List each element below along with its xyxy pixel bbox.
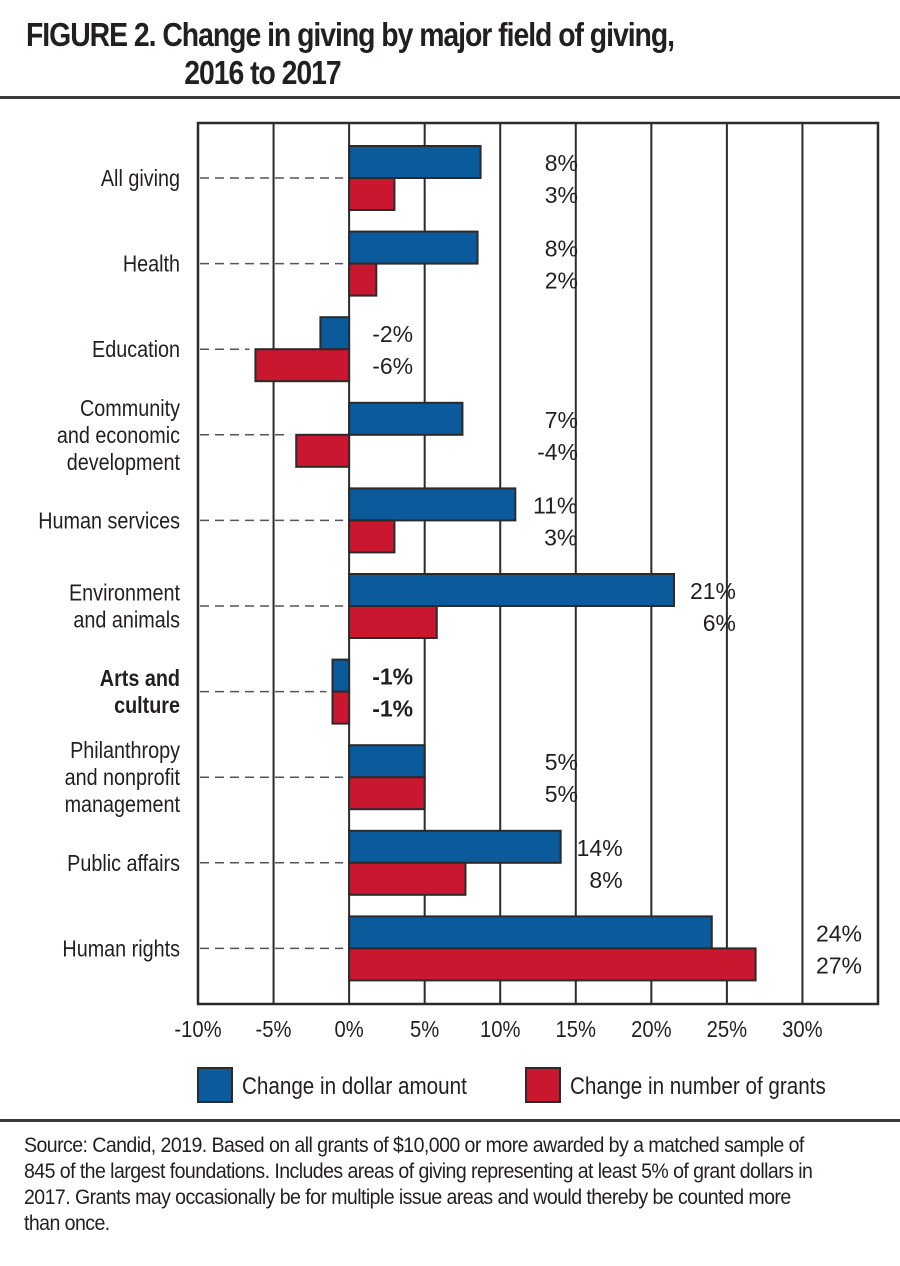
data-label-dollar-amount: -2%	[372, 321, 413, 347]
legend-label-dollar-amount: Change in dollar amount	[242, 1073, 468, 1100]
data-label-dollar-amount: 7%	[545, 407, 578, 433]
data-label-dollar-amount: 11%	[533, 492, 577, 518]
bar-number-of-grants	[331, 690, 351, 725]
data-label-number-of-grants: 27%	[816, 952, 862, 978]
category-label: development	[67, 449, 180, 475]
bar-dollar-amount	[348, 573, 675, 607]
bar-dollar-amount	[348, 744, 426, 779]
bar-number-of-grants	[348, 262, 378, 297]
data-label-number-of-grants: 3%	[545, 182, 578, 208]
x-tick-label: 10%	[480, 1016, 521, 1043]
category-label: Public affairs	[67, 850, 180, 876]
bar-number-of-grants	[348, 177, 396, 211]
category-label: and economic	[57, 422, 180, 448]
data-label-number-of-grants: -1%	[372, 696, 413, 722]
chart-title-line2: 2016 to 2017	[184, 54, 341, 91]
category-label: management	[65, 792, 180, 818]
x-tick-label: 15%	[556, 1016, 597, 1043]
category-label: Education	[92, 337, 180, 363]
category-label: Environment	[69, 580, 180, 606]
data-label-dollar-amount: 8%	[545, 150, 578, 176]
chart-title-line1: FIGURE 2. Change in giving by major fiel…	[26, 16, 675, 53]
category-label: Arts and	[100, 666, 180, 692]
data-label-dollar-amount: 21%	[690, 578, 736, 604]
data-label-dollar-amount: 24%	[816, 920, 862, 946]
x-tick-label: 30%	[782, 1016, 823, 1043]
data-label-number-of-grants: 5%	[545, 781, 578, 807]
x-tick-label: 5%	[410, 1016, 439, 1043]
x-tick-label: -10%	[174, 1016, 221, 1043]
chart-title: FIGURE 2. Change in giving by major fiel…	[26, 16, 675, 92]
bar-dollar-amount	[348, 487, 517, 522]
legend-swatch-number-of-grants	[525, 1067, 561, 1103]
data-label-number-of-grants: 3%	[544, 524, 577, 550]
bar-number-of-grants	[348, 519, 396, 554]
category-label: Human rights	[62, 936, 180, 962]
data-label-dollar-amount: 5%	[545, 749, 578, 775]
plot-frame	[196, 121, 880, 1006]
data-label-number-of-grants: -4%	[537, 439, 578, 465]
category-label: and nonprofit	[65, 765, 180, 791]
bar-dollar-amount	[348, 915, 713, 950]
data-label-number-of-grants: 2%	[545, 268, 578, 294]
source-divider	[0, 1119, 900, 1122]
category-label: Health	[123, 251, 180, 277]
bar-number-of-grants	[348, 861, 467, 896]
legend-label-number-of-grants: Change in number of grants	[570, 1073, 826, 1100]
bar-number-of-grants	[348, 605, 438, 639]
bar-number-of-grants	[348, 947, 757, 982]
source-note: Source: Candid, 2019. Based on all grant…	[24, 1134, 813, 1235]
data-label-number-of-grants: -6%	[372, 353, 413, 379]
bar-dollar-amount	[331, 658, 351, 693]
data-label-dollar-amount: 8%	[545, 236, 578, 262]
category-label: and animals	[73, 607, 180, 633]
x-tick-label: 0%	[334, 1016, 363, 1043]
bar-number-of-grants	[295, 433, 351, 468]
category-label: culture	[114, 693, 180, 719]
data-label-number-of-grants: 8%	[589, 867, 622, 893]
x-tick-label: -5%	[256, 1016, 292, 1043]
data-label-dollar-amount: -1%	[372, 664, 413, 690]
bar-dollar-amount	[348, 829, 562, 864]
data-label-number-of-grants: 6%	[703, 610, 736, 636]
bar-dollar-amount	[348, 401, 464, 436]
title-divider	[0, 96, 900, 99]
category-label: Philanthropy	[70, 738, 180, 764]
legend-swatch-dollar-amount	[197, 1067, 233, 1103]
x-tick-label: 25%	[707, 1016, 748, 1043]
data-label-dollar-amount: 14%	[577, 835, 623, 861]
x-tick-label: 20%	[631, 1016, 672, 1043]
bar-dollar-amount	[348, 230, 479, 265]
bar-dollar-amount	[319, 316, 351, 351]
bar-dollar-amount	[348, 145, 482, 179]
category-label: Community	[80, 395, 180, 421]
bar-number-of-grants	[254, 348, 351, 383]
category-label: Human services	[38, 508, 180, 534]
bar-chart: -10% -5% 0% 5% 10% 15% 20% 25% 30% All giving 8% 3%…	[38, 121, 880, 1103]
category-label: All giving	[101, 166, 180, 192]
bar-number-of-grants	[348, 776, 426, 811]
